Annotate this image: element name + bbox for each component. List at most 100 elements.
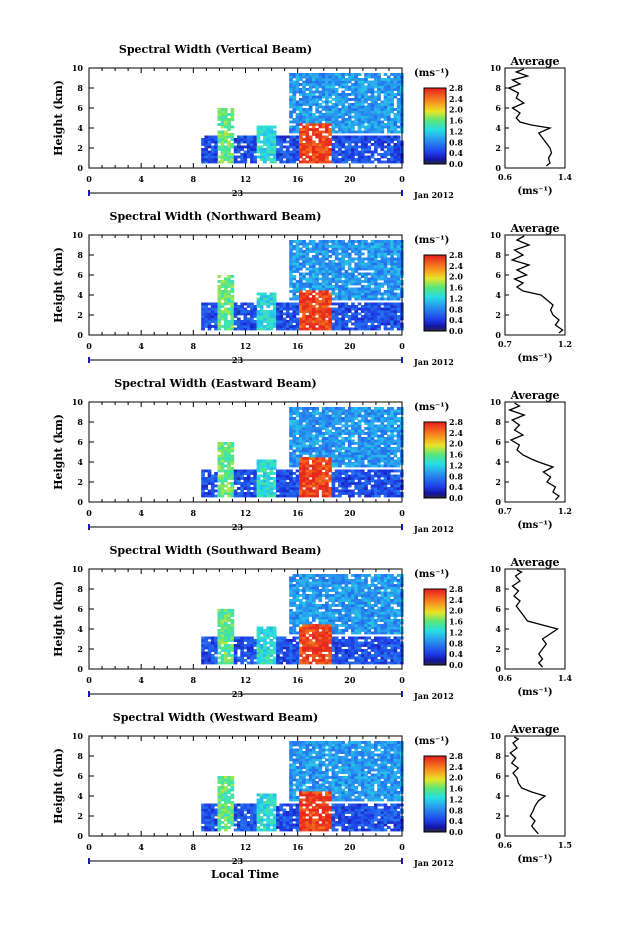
- heatmap-cell: [292, 262, 297, 266]
- colorbar-swatch: [424, 152, 446, 155]
- heatmap-cell: [318, 118, 323, 121]
- heatmap-cell: [285, 302, 290, 306]
- heatmap-cell: [318, 138, 323, 141]
- heatmap-cell: [387, 153, 391, 156]
- heatmap-cell: [302, 150, 306, 154]
- heatmap-cell: [318, 467, 323, 470]
- heatmap-cell: [318, 482, 323, 485]
- heatmap-cell: [328, 320, 332, 323]
- heatmap-cell: [377, 317, 381, 321]
- heatmap-cell: [374, 130, 378, 134]
- heatmap-cell: [325, 469, 329, 473]
- heatmap-cell: [360, 160, 365, 164]
- heatmap-cell: [256, 626, 261, 630]
- heatmap-cell: [387, 462, 391, 465]
- heatmap-cell: [305, 98, 310, 101]
- y-tick-label: 10: [72, 63, 84, 73]
- heatmap-cell: [302, 133, 306, 136]
- heatmap-cell: [272, 484, 277, 488]
- heatmap-cell: [312, 327, 316, 331]
- heatmap-cell: [357, 115, 362, 119]
- heatmap-cell: [344, 414, 349, 418]
- heatmap-cell: [224, 626, 228, 630]
- heatmap-cell: [259, 474, 264, 478]
- heatmap-cell: [367, 462, 372, 465]
- heatmap-cell: [321, 160, 326, 164]
- heatmap-cell: [224, 654, 228, 657]
- heatmap-cell: [328, 469, 332, 473]
- heatmap-cell: [285, 651, 290, 655]
- heatmap-cell: [338, 439, 342, 443]
- heatmap-cell: [396, 457, 401, 460]
- heatmap-cell: [302, 305, 306, 308]
- heatmap-cell: [302, 302, 306, 306]
- heatmap-cell: [201, 639, 205, 642]
- heatmap-cell: [315, 434, 319, 438]
- heatmap-cell: [220, 631, 225, 635]
- heatmap-cell: [387, 120, 391, 124]
- heatmap-cell: [204, 145, 209, 149]
- heatmap-cell: [387, 100, 391, 104]
- heatmap-cell: [285, 492, 290, 495]
- heatmap-cell: [325, 444, 329, 448]
- heatmap-cell: [246, 479, 251, 483]
- heatmap-cell: [334, 414, 339, 418]
- heatmap-cell: [315, 452, 319, 455]
- heatmap-cell: [387, 103, 391, 106]
- heatmap-cell: [276, 646, 280, 650]
- heatmap-cell: [321, 459, 326, 463]
- heatmap-cell: [302, 240, 306, 243]
- heatmap-cell: [396, 310, 401, 313]
- heatmap-cell: [396, 105, 401, 109]
- heatmap-cell: [367, 297, 372, 301]
- heatmap-cell: [377, 255, 381, 258]
- heatmap-cell: [387, 407, 391, 410]
- heatmap-cell: [377, 275, 381, 278]
- heatmap-cell: [380, 115, 385, 119]
- heatmap-cell: [285, 140, 290, 144]
- heatmap-cell: [295, 322, 300, 326]
- heatmap-cell: [201, 302, 205, 306]
- heatmap-cell: [312, 422, 316, 425]
- heatmap-cell: [263, 325, 267, 328]
- heatmap-cell: [374, 123, 378, 126]
- heatmap-cell: [207, 302, 212, 306]
- heatmap-cell: [344, 83, 349, 86]
- heatmap-cell: [338, 442, 342, 445]
- heatmap-cell: [285, 484, 290, 488]
- heatmap-cell: [289, 315, 293, 318]
- heatmap-cell: [338, 242, 342, 246]
- heatmap-cell: [256, 145, 261, 149]
- heatmap-cell: [341, 282, 346, 286]
- heatmap-cell: [220, 462, 225, 465]
- heatmap-cell: [396, 88, 401, 91]
- colorbar-swatch: [424, 323, 446, 326]
- heatmap-cell: [360, 307, 365, 311]
- heatmap-cell: [263, 649, 267, 652]
- heatmap-cell: [299, 467, 303, 470]
- heatmap-cell: [338, 150, 342, 154]
- heatmap-cell: [233, 302, 238, 306]
- heatmap-cell: [393, 265, 398, 268]
- heatmap-cell: [318, 432, 323, 435]
- heatmap-cell: [321, 73, 326, 76]
- heatmap-cell: [250, 482, 254, 485]
- heatmap-cell: [321, 454, 326, 458]
- heatmap-cell: [292, 140, 297, 144]
- heatmap-cell: [289, 472, 293, 475]
- heatmap-cell: [210, 649, 215, 652]
- heatmap-cell: [240, 659, 244, 662]
- heatmap-cell: [325, 467, 329, 470]
- heatmap-cell: [289, 429, 293, 433]
- heatmap-cell: [328, 133, 332, 136]
- heatmap-cell: [387, 270, 391, 273]
- heatmap-cell: [266, 649, 271, 652]
- heatmap-cell: [295, 414, 300, 418]
- heatmap-cell: [207, 153, 212, 156]
- heatmap-cell: [325, 123, 329, 126]
- heatmap-cell: [217, 459, 222, 463]
- heatmap-cell: [364, 158, 368, 161]
- heatmap-cell: [305, 138, 310, 141]
- heatmap-cell: [396, 93, 401, 96]
- heatmap-cell: [354, 422, 359, 425]
